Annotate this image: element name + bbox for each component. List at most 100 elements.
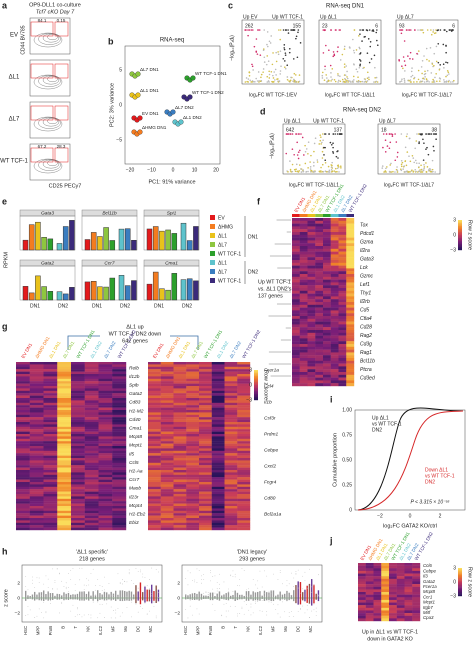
heatmap-cell	[16, 489, 30, 492]
heatmap-cell	[307, 282, 316, 286]
panel-label: c	[228, 0, 233, 10]
outlier	[214, 575, 216, 577]
outlier	[239, 585, 241, 587]
heatmap-cell	[199, 448, 212, 451]
heatmap-cell	[299, 330, 308, 333]
heatmap-cell	[57, 486, 72, 490]
heatmap-cell	[412, 602, 421, 606]
box	[126, 591, 128, 601]
heatmap-cell	[98, 410, 113, 413]
heatmap-cell	[211, 506, 225, 509]
heatmap-cell	[315, 254, 324, 258]
volcano-point	[417, 78, 420, 81]
heatmap-cell	[112, 426, 127, 430]
outlier	[203, 578, 205, 580]
heatmap-cell	[84, 462, 99, 466]
heatmap-cell	[307, 352, 316, 356]
heatmap-cell	[199, 450, 212, 454]
heatmap-cell	[396, 581, 405, 585]
heatmap-cell	[299, 344, 308, 347]
outlier	[189, 572, 191, 574]
heatmap-cell	[57, 419, 72, 423]
heatmap-cell	[186, 472, 200, 475]
heatmap-cell	[323, 372, 331, 375]
heatmap-cell	[71, 525, 85, 528]
heatmap-cell	[186, 455, 200, 459]
heatmap-cell	[112, 477, 127, 480]
heatmap-cell	[346, 226, 355, 230]
volcano-point	[330, 72, 332, 74]
heatmap-cell	[292, 330, 300, 333]
volcano-point	[411, 154, 414, 157]
volcano-point	[430, 33, 433, 36]
heatmap-cell	[211, 371, 225, 375]
heatmap-cell	[16, 522, 30, 526]
heatmap-cell	[346, 330, 355, 333]
heatmap-cell	[29, 446, 44, 449]
outlier	[259, 610, 261, 612]
heatmap-cell	[71, 402, 85, 406]
heatmap-cell	[186, 390, 200, 394]
bar	[62, 226, 69, 251]
heatmap-cell	[346, 229, 355, 233]
heatmap-cell	[346, 355, 355, 359]
volcano-point	[446, 80, 448, 83]
heatmap-cell	[29, 506, 44, 509]
heatmap-cell	[199, 525, 212, 528]
plot-title: Up ΔL1	[320, 14, 337, 20]
volcano-point	[426, 29, 429, 31]
heatmap-cell	[292, 223, 300, 227]
outlier	[29, 609, 31, 611]
heatmap-cell	[71, 479, 85, 483]
heatmap-cell	[84, 448, 99, 451]
heatmap-cell	[57, 436, 72, 439]
tick-label: 0.50	[342, 457, 352, 463]
heatmap-cell	[112, 460, 127, 463]
heatmap-cell	[307, 268, 316, 272]
outlier	[302, 605, 304, 607]
volcano-point	[394, 133, 396, 135]
heatmap-cell	[224, 436, 238, 439]
box	[27, 595, 29, 600]
heatmap-cell	[160, 419, 174, 423]
heatmap-cell	[292, 318, 300, 322]
heatmap-cell	[211, 453, 225, 456]
box	[128, 590, 130, 601]
heatmap-cell	[186, 453, 200, 456]
count: 6	[375, 23, 378, 29]
volcano-point	[296, 56, 299, 59]
heatmap-cell	[16, 498, 30, 502]
heatmap-cell	[98, 501, 113, 504]
outlier	[137, 611, 139, 613]
box	[223, 594, 225, 600]
heatmap-cell	[112, 381, 127, 384]
tick-label: −2	[175, 610, 181, 616]
color-bar-tick: 0	[453, 232, 456, 238]
heatmap-cell	[112, 424, 127, 427]
heatmap-cell	[29, 513, 44, 516]
heatmap-cell	[346, 304, 355, 308]
volcano-point	[375, 76, 378, 79]
heatmap-cell	[323, 369, 331, 373]
outlier	[56, 568, 58, 570]
outlier	[65, 586, 67, 588]
volcano-point	[410, 75, 412, 78]
heatmap-cell	[43, 486, 58, 490]
box	[130, 591, 133, 601]
heatmap-cell	[173, 426, 187, 430]
heatmap-cell	[57, 446, 72, 449]
heatmap-cell	[112, 393, 127, 396]
outlier	[131, 601, 132, 603]
heatmap-cell	[323, 220, 331, 224]
volcano-point	[330, 29, 332, 31]
heatmap-cell	[307, 279, 316, 283]
heatmap-cell	[199, 443, 212, 447]
volcano-point	[321, 71, 324, 74]
volcano-point	[349, 81, 352, 83]
heatmap-cell	[186, 515, 200, 519]
volcano-point	[319, 139, 322, 142]
heatmap-cell	[43, 374, 58, 377]
box	[94, 595, 97, 600]
volcano-point	[417, 50, 420, 52]
volcano-point	[271, 63, 274, 66]
